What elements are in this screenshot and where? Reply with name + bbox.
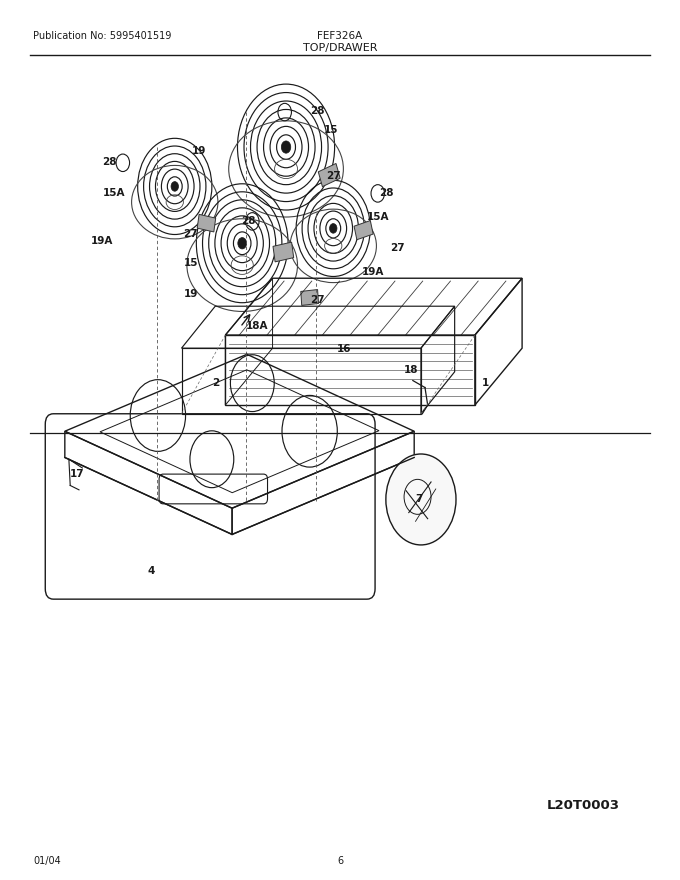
Circle shape [171, 181, 178, 191]
Text: 15: 15 [324, 126, 339, 136]
Circle shape [282, 141, 291, 153]
Text: 19A: 19A [362, 268, 384, 277]
Circle shape [330, 224, 337, 233]
Text: 4: 4 [148, 566, 155, 576]
Text: 1: 1 [481, 378, 489, 388]
Text: 15A: 15A [103, 188, 125, 198]
Text: 27: 27 [390, 243, 405, 253]
Polygon shape [301, 290, 318, 305]
Polygon shape [273, 242, 294, 262]
Text: 6: 6 [337, 856, 343, 867]
Polygon shape [318, 164, 340, 187]
Text: 15: 15 [184, 259, 198, 268]
Polygon shape [354, 221, 373, 239]
Text: 27: 27 [184, 229, 198, 238]
Text: 28: 28 [309, 106, 324, 116]
Text: 15A: 15A [367, 212, 390, 222]
Text: 18: 18 [403, 365, 418, 375]
Text: 28: 28 [379, 188, 394, 198]
Text: 18A: 18A [245, 321, 268, 332]
Text: 27: 27 [326, 171, 341, 181]
Text: 7: 7 [415, 494, 422, 503]
Text: L20T0003: L20T0003 [546, 799, 619, 812]
Text: FEF326A: FEF326A [318, 31, 362, 41]
Text: 01/04: 01/04 [33, 856, 61, 867]
Text: 28: 28 [103, 157, 117, 167]
Circle shape [386, 454, 456, 545]
Text: TOP/DRAWER: TOP/DRAWER [303, 43, 377, 54]
Circle shape [238, 238, 247, 249]
Text: 19: 19 [184, 289, 198, 299]
Text: 19: 19 [192, 145, 206, 156]
Text: 28: 28 [241, 216, 256, 225]
Text: 19A: 19A [90, 236, 113, 246]
Text: Publication No: 5995401519: Publication No: 5995401519 [33, 31, 171, 41]
Text: 16: 16 [337, 344, 351, 354]
Text: 17: 17 [70, 469, 85, 479]
Polygon shape [197, 215, 216, 232]
Text: 27: 27 [309, 295, 324, 305]
Text: 2: 2 [212, 378, 219, 388]
